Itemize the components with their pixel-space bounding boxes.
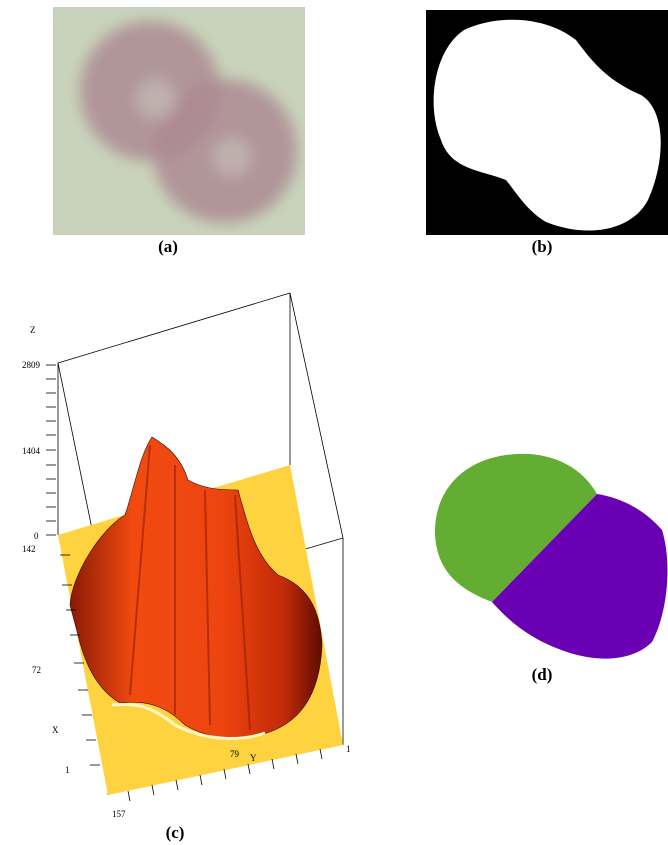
z-tick-mid: 1404 <box>22 446 41 456</box>
panel-a <box>53 7 305 235</box>
surface-ridges <box>129 444 251 731</box>
x-axis-ticks <box>60 554 100 766</box>
surface-plot: Z 2809 1404 0 142 72 X 1 157 79 Y 1 <box>22 292 351 819</box>
y-tick-mid: 79 <box>230 749 240 759</box>
y-axis-label: Y <box>250 753 257 763</box>
y-tick-max: 157 <box>112 809 126 819</box>
panel-c: Z 2809 1404 0 142 72 X 1 157 79 Y 1 <box>0 285 380 820</box>
x-tick-min: 1 <box>65 765 70 775</box>
x-tick-max: 142 <box>22 544 36 554</box>
panel-d <box>432 452 668 662</box>
z-axis-ticks <box>46 364 56 536</box>
caption-d: (d) <box>531 665 553 684</box>
region-purple <box>492 494 668 659</box>
z-tick-min: 0 <box>34 531 39 541</box>
cell-photo <box>53 7 305 235</box>
surface-rim <box>111 702 266 740</box>
caption-a: (a) <box>158 237 178 256</box>
y-tick-min: 1 <box>346 744 351 754</box>
panel-b <box>426 10 668 235</box>
caption-c: (c) <box>165 823 185 842</box>
split-cells <box>434 453 668 659</box>
caption-b: (b) <box>531 237 553 256</box>
x-axis-label: X <box>52 725 59 735</box>
region-green <box>434 453 597 602</box>
mask-shape <box>433 19 661 231</box>
y-axis-ticks <box>127 748 323 802</box>
x-tick-mid: 72 <box>32 665 41 675</box>
z-axis-label: Z <box>30 325 36 335</box>
mask-image <box>426 10 668 235</box>
z-tick-max: 2809 <box>22 360 41 370</box>
